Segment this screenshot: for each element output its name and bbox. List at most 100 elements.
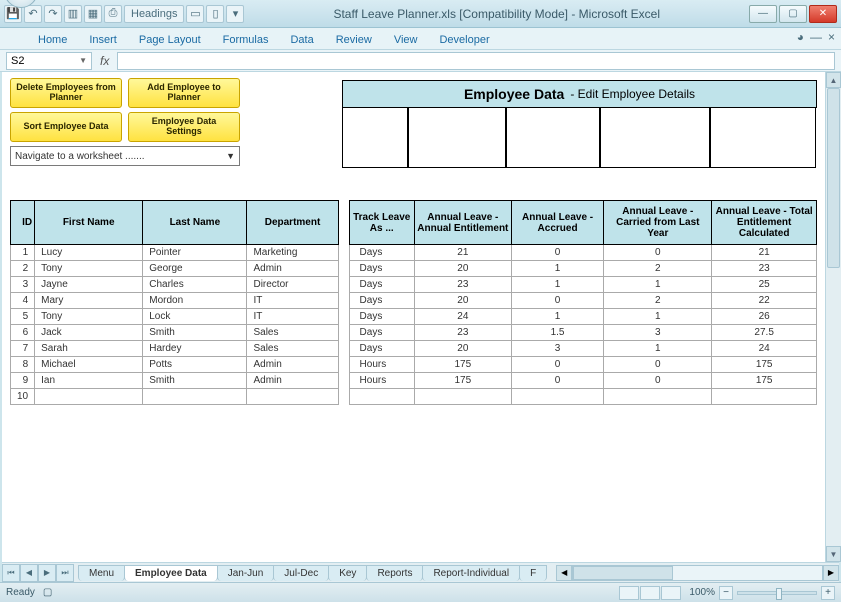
scroll-left-icon[interactable]: ◀ [556,565,572,581]
cell[interactable]: 7 [11,341,35,357]
table-row[interactable]: 4MaryMordonIT [11,293,339,309]
cell[interactable]: 10 [11,389,35,405]
sheet-tab[interactable]: Menu [78,565,125,581]
cell[interactable]: 23 [414,277,511,293]
cell[interactable]: Admin [247,357,338,373]
qat-undo-icon[interactable]: ↶ [24,5,42,23]
qat-icon[interactable]: ▯ [206,5,224,23]
zoom-knob[interactable] [776,588,782,600]
formula-input[interactable] [117,52,835,70]
tab-review[interactable]: Review [334,31,374,49]
scroll-up-icon[interactable]: ▲ [826,72,841,88]
table-row[interactable]: Days210021 [349,245,816,261]
minimize-button[interactable]: — [749,5,777,23]
cell[interactable]: Jayne [35,277,143,293]
cell[interactable]: Michael [35,357,143,373]
scroll-right-icon[interactable]: ▶ [823,565,839,581]
cell[interactable]: 5 [11,309,35,325]
tab-home[interactable]: Home [36,31,69,49]
cell[interactable]: 6 [11,325,35,341]
employee-settings-button[interactable]: Employee Data Settings [128,112,240,142]
cell[interactable]: IT [247,309,338,325]
qat-redo-icon[interactable]: ↷ [44,5,62,23]
cell[interactable]: 1 [11,245,35,261]
cell[interactable]: 20 [414,341,511,357]
table-row[interactable]: Days241126 [349,309,816,325]
sheet-tab[interactable]: Report-Individual [422,565,520,581]
navigate-dropdown[interactable]: Navigate to a worksheet ....... ▼ [10,146,240,166]
cell[interactable] [511,389,604,405]
add-employee-button[interactable]: Add Employee to Planner [128,78,240,108]
cell[interactable]: 0 [511,245,604,261]
cell[interactable] [712,389,817,405]
fx-label[interactable]: fx [100,54,109,68]
table-row[interactable]: Days203124 [349,341,816,357]
qat-headings[interactable]: Headings [124,5,184,23]
sheet-tab[interactable]: Jul-Dec [273,565,329,581]
cell[interactable]: 1 [511,309,604,325]
cell[interactable]: Hours [349,357,414,373]
cell[interactable]: Director [247,277,338,293]
cell[interactable]: Potts [143,357,247,373]
scroll-down-icon[interactable]: ▼ [826,546,841,562]
qat-dropdown-icon[interactable]: ▾ [226,5,244,23]
tab-first-icon[interactable]: ⏮ [2,564,20,582]
cell[interactable]: 1 [604,309,712,325]
cell[interactable]: 3 [511,341,604,357]
cell[interactable]: 0 [604,357,712,373]
cell[interactable]: Admin [247,261,338,277]
qat-icon[interactable]: ▥ [64,5,82,23]
cell[interactable]: Marketing [247,245,338,261]
ribbon-minimize-icon[interactable]: ― [810,30,822,44]
cell[interactable]: Days [349,325,414,341]
cell[interactable]: 21 [414,245,511,261]
sheet-tab[interactable]: Key [328,565,367,581]
cell[interactable]: 175 [712,357,817,373]
cell[interactable]: 0 [511,357,604,373]
tab-view[interactable]: View [392,31,420,49]
cell[interactable]: 4 [11,293,35,309]
cell[interactable]: 175 [414,373,511,389]
cell[interactable]: Smith [143,373,247,389]
cell[interactable]: 26 [712,309,817,325]
scroll-thumb[interactable] [827,88,840,268]
cell[interactable] [143,389,247,405]
cell[interactable]: 27.5 [712,325,817,341]
cell[interactable]: 24 [414,309,511,325]
cell[interactable]: 2 [11,261,35,277]
cell[interactable]: 8 [11,357,35,373]
cell[interactable]: Pointer [143,245,247,261]
sort-employee-button[interactable]: Sort Employee Data [10,112,122,142]
vertical-scrollbar[interactable]: ▲ ▼ [825,72,841,562]
cell[interactable]: 0 [511,373,604,389]
cell[interactable]: 20 [414,293,511,309]
tab-next-icon[interactable]: ▶ [38,564,56,582]
cell[interactable] [35,389,143,405]
cell[interactable]: Days [349,309,414,325]
cell[interactable]: 9 [11,373,35,389]
cell[interactable]: George [143,261,247,277]
workbook-close-icon[interactable]: × [828,30,835,44]
table-row[interactable]: 5TonyLockIT [11,309,339,325]
help-icon[interactable]: ◕ [797,30,804,44]
view-break-button[interactable] [661,586,681,600]
cell[interactable]: 21 [712,245,817,261]
cell[interactable]: Admin [247,373,338,389]
macro-record-icon[interactable]: ▢ [43,587,52,598]
cell[interactable]: 3 [11,277,35,293]
table-row[interactable]: Days200222 [349,293,816,309]
qat-icon[interactable]: ▭ [186,5,204,23]
cell[interactable]: 23 [712,261,817,277]
sheet-tab[interactable]: Reports [366,565,423,581]
cell[interactable]: 1 [604,277,712,293]
zoom-out-button[interactable]: − [719,586,733,600]
view-layout-button[interactable] [640,586,660,600]
table-row[interactable]: 10 [11,389,339,405]
cell[interactable]: Days [349,277,414,293]
zoom-in-button[interactable]: + [821,586,835,600]
table-row[interactable]: 2TonyGeorgeAdmin [11,261,339,277]
qat-icon[interactable]: ▦ [84,5,102,23]
tab-prev-icon[interactable]: ◀ [20,564,38,582]
tab-last-icon[interactable]: ⏭ [56,564,74,582]
cell[interactable]: 1 [511,261,604,277]
